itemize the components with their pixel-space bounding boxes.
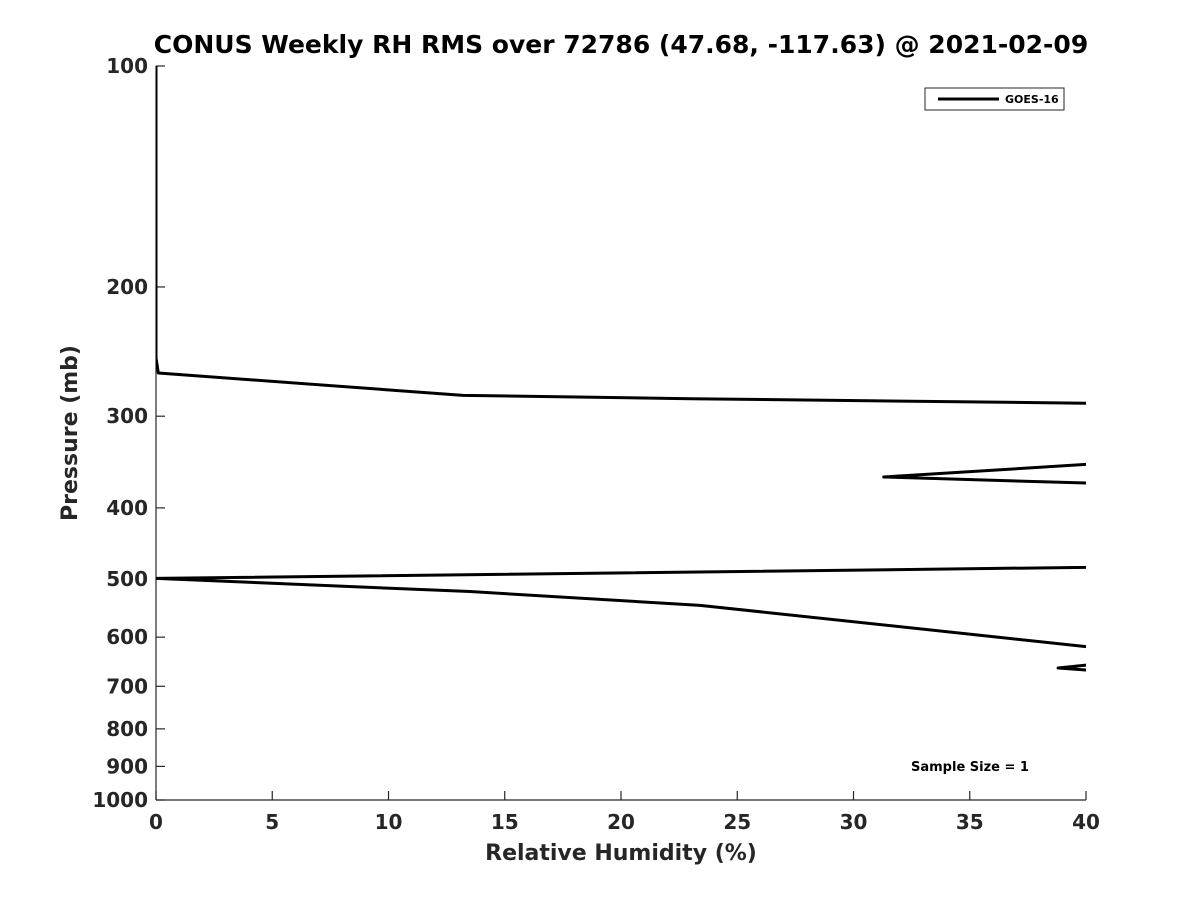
legend-label: GOES-16 — [1005, 93, 1059, 106]
y-ticks: 100 200 300 400 500 600 700 800 900 1000 — [92, 54, 165, 812]
y-tick-label: 600 — [106, 625, 148, 649]
y-tick-label: 400 — [106, 496, 148, 520]
x-tick-label: 0 — [149, 810, 163, 834]
y-tick-label: 700 — [106, 674, 148, 698]
y-tick-label: 1000 — [92, 788, 148, 812]
sample-size-annotation: Sample Size = 1 — [911, 760, 1029, 775]
legend: GOES-16 — [924, 87, 1065, 111]
x-tick-label: 25 — [723, 810, 751, 834]
y-tick-label: 100 — [106, 54, 148, 78]
y-tick-label: 900 — [106, 754, 148, 778]
y-tick-label: 200 — [106, 275, 148, 299]
series-line-goes16 — [156, 66, 1086, 672]
plot-area — [156, 66, 1086, 672]
y-axis-label: Pressure (mb) — [58, 345, 83, 521]
x-tick-label: 10 — [375, 810, 403, 834]
x-tick-label: 35 — [956, 810, 984, 834]
x-ticks: 0 5 10 15 20 25 30 35 40 — [149, 791, 1100, 834]
axes — [155, 66, 1086, 801]
y-tick-label: 500 — [106, 567, 148, 591]
y-tick-label: 800 — [106, 717, 148, 741]
x-tick-label: 40 — [1072, 810, 1100, 834]
x-tick-label: 15 — [491, 810, 519, 834]
x-tick-label: 5 — [265, 810, 279, 834]
x-axis-label: Relative Humidity (%) — [485, 841, 757, 866]
chart-title: CONUS Weekly RH RMS over 72786 (47.68, -… — [154, 30, 1088, 59]
y-tick-label: 300 — [106, 404, 148, 428]
x-tick-label: 30 — [840, 810, 868, 834]
x-tick-label: 20 — [607, 810, 635, 834]
